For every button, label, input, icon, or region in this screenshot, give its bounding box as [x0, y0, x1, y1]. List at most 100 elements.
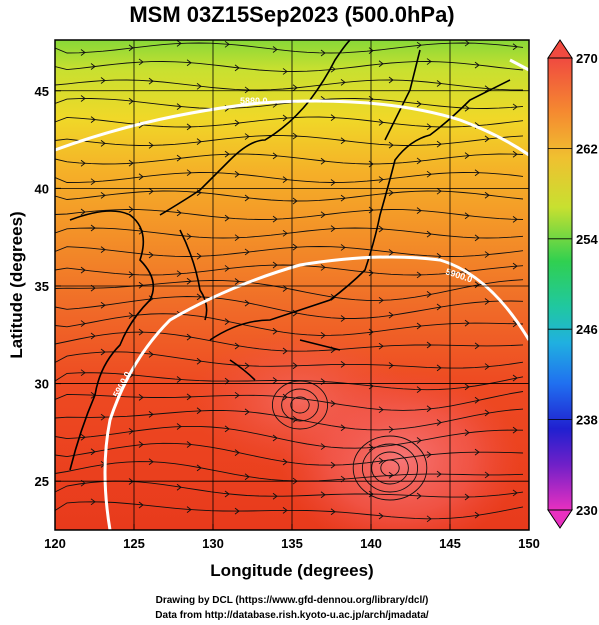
streamline-arrow — [378, 296, 384, 304]
streamline-arrow — [80, 266, 86, 274]
streamline-arrow — [388, 426, 394, 433]
vortex-ring — [352, 435, 428, 501]
colorbar-max-arrow — [547, 39, 573, 59]
streamline — [55, 79, 524, 91]
vortex-ring — [380, 459, 400, 477]
streamline-arrow — [474, 448, 480, 456]
streamline-arrow — [464, 493, 470, 501]
streamline-arrow — [224, 318, 230, 325]
streamline-arrow — [244, 408, 250, 416]
streamline-arrow — [484, 363, 490, 370]
streamline-arrow — [292, 197, 298, 205]
streamline-arrow — [320, 332, 326, 339]
streamline-arrow — [282, 507, 288, 514]
streamline-arrow — [196, 357, 202, 365]
streamline-arrow — [464, 383, 470, 391]
vortex-ring — [281, 388, 319, 422]
map-title: MSM 03Z15Sep2023 (500.0hPa) — [129, 2, 454, 27]
streamline-arrow — [378, 342, 384, 350]
geopotential-contours — [55, 58, 529, 530]
streamline-arrow — [244, 133, 250, 140]
streamline-arrow — [320, 443, 326, 450]
streamline-arrow — [244, 86, 250, 94]
streamline-arrow — [512, 150, 518, 158]
streamline-arrow — [272, 327, 278, 335]
streamline-arrow — [186, 333, 192, 341]
streamline — [55, 172, 524, 183]
streamline-arrow — [426, 170, 432, 178]
streamline-arrow — [426, 58, 432, 65]
streamline-arrow — [186, 59, 192, 67]
streamline-arrow — [176, 103, 182, 110]
streamline — [55, 461, 524, 482]
streamline-arrow — [464, 212, 470, 220]
streamline-arrow — [234, 234, 240, 242]
streamline-arrow — [292, 132, 298, 140]
streamline-arrow — [464, 319, 470, 327]
streamline-arrow — [320, 211, 326, 219]
streamline-arrow — [234, 449, 240, 456]
streamline-arrow — [234, 278, 240, 285]
streamline-arrow — [484, 471, 490, 479]
x-tick-label: 125 — [123, 536, 145, 551]
streamline-arrow — [224, 265, 230, 272]
streamline-arrow — [484, 298, 490, 305]
streamline-arrow — [484, 135, 490, 143]
streamline-arrow — [368, 444, 374, 451]
streamline-arrow — [512, 374, 518, 382]
streamline-arrow — [244, 362, 250, 370]
streamline-arrow — [148, 410, 154, 418]
streamline-arrow — [234, 119, 240, 127]
streamline-arrow — [426, 230, 432, 238]
streamline-arrow — [416, 492, 422, 500]
streamline-arrow — [100, 413, 106, 421]
vortex-ring — [290, 396, 310, 414]
streamline-arrow — [340, 424, 346, 432]
streamline-arrow — [224, 214, 230, 222]
streamline-arrow — [368, 328, 374, 336]
streamline-arrow — [186, 233, 192, 240]
streamline-arrow — [436, 470, 442, 478]
streamline-arrow — [368, 47, 374, 54]
colorbar-tick-label: 254 — [576, 232, 598, 247]
streamline-arrow — [100, 140, 106, 147]
streamline-arrow — [416, 271, 422, 279]
streamline-arrow — [128, 206, 134, 213]
warm-region — [190, 330, 410, 470]
streamline-arrow — [330, 294, 336, 301]
streamline-arrow — [148, 351, 154, 358]
streamline — [55, 135, 524, 146]
streamline — [55, 246, 524, 257]
streamline — [55, 190, 524, 202]
streamline-arrow — [388, 311, 394, 319]
streamline-arrow — [186, 123, 192, 131]
streamline-arrow — [388, 76, 394, 84]
streamline-arrow — [436, 80, 442, 87]
streamline-arrow — [90, 178, 96, 186]
streamline-arrow — [148, 187, 154, 195]
streamline — [55, 442, 524, 466]
streamline-arrow — [378, 119, 384, 126]
streamline-arrow — [80, 159, 86, 167]
colorbar-tick-label: 262 — [576, 141, 598, 156]
streamline-arrow — [378, 60, 384, 68]
streamline-arrow — [128, 159, 134, 167]
streamline-arrow — [176, 154, 182, 162]
streamline-arrow — [368, 95, 374, 103]
streamline-arrow — [186, 506, 192, 513]
streamline-arrow — [90, 332, 96, 340]
streamline-arrow — [340, 361, 346, 368]
colorbar-tick-label: 270 — [576, 51, 598, 66]
streamline-arrow — [474, 511, 480, 519]
streamline-arrow — [474, 396, 480, 404]
streamline-arrow — [368, 206, 374, 214]
x-axis-ticks: 120 125 130 135 140 145 150 — [44, 524, 540, 551]
streamline-arrow — [416, 41, 422, 49]
streamline-arrow — [224, 490, 230, 498]
streamline-arrow — [282, 285, 288, 292]
streamline-arrow — [426, 123, 432, 131]
streamline-arrow — [176, 376, 182, 383]
streamline-arrow — [196, 464, 202, 472]
streamline-arrow — [138, 328, 144, 336]
